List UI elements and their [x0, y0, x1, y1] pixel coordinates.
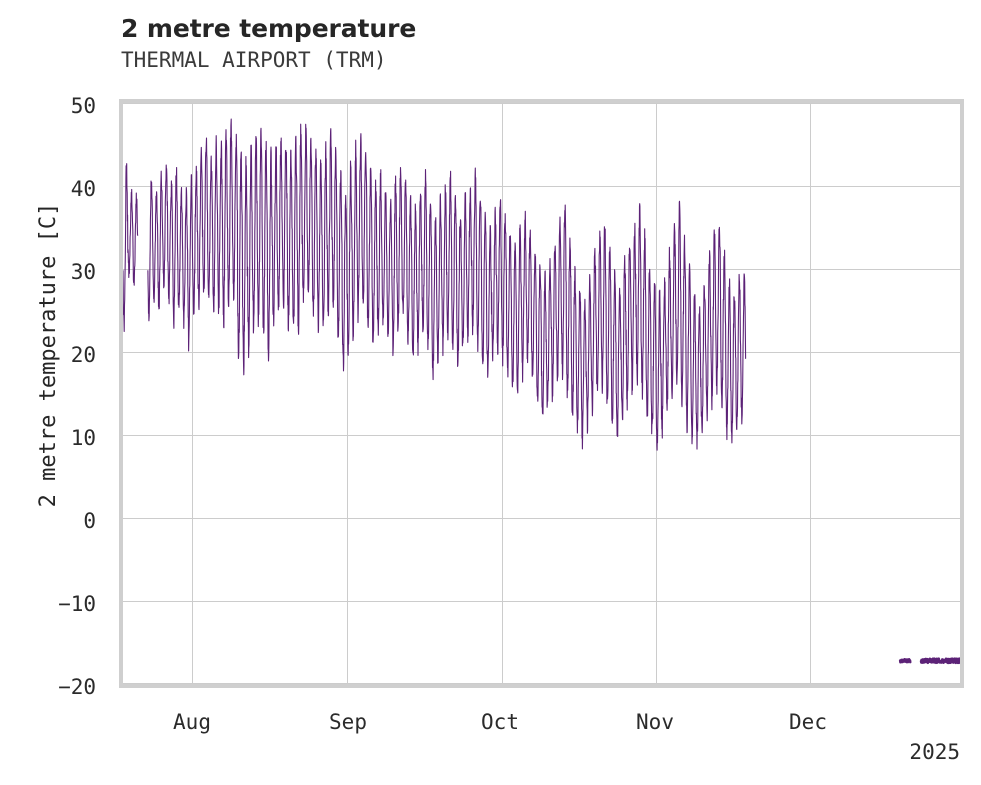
gridline-x-aug [192, 103, 193, 684]
y-tick-label-10: 10 [70, 426, 96, 450]
gridline-y-10 [123, 435, 960, 436]
x-tick-label-sep: Sep [329, 710, 367, 734]
temperature-series [123, 118, 960, 665]
gridline-x-oct [502, 103, 503, 684]
plot-area [119, 99, 964, 688]
chart-subtitle: THERMAL AIRPORT (TRM) [121, 48, 387, 72]
axis-spine-bottom [119, 684, 964, 688]
series-line-2m-temperature [123, 118, 747, 451]
gridline-y-30 [123, 269, 960, 270]
axis-spine-top [119, 99, 964, 103]
gridline-y-40 [123, 186, 960, 187]
y-tick-label-40: 40 [70, 177, 96, 201]
axis-spine-right [960, 99, 964, 688]
y-tick-label-50: 50 [70, 94, 96, 118]
y-tick-label-m20: −20 [58, 675, 96, 699]
gridline-y-m20 [123, 683, 960, 684]
gridline-x-dec [810, 103, 811, 684]
gridline-y-m10 [123, 601, 960, 602]
series-line-outlier-segment [898, 657, 960, 665]
gridline-y-50 [123, 103, 960, 104]
page-title: 2 metre temperature [121, 14, 417, 43]
x-tick-label-oct: Oct [481, 710, 519, 734]
x-tick-label-aug: Aug [173, 710, 211, 734]
y-tick-label-30: 30 [70, 260, 96, 284]
axis-spine-left [119, 99, 123, 688]
title-block: 2 metre temperature THERMAL AIRPORT (TRM… [121, 14, 821, 74]
y-tick-label-0: 0 [83, 509, 96, 533]
y-tick-label-20: 20 [70, 343, 96, 367]
gridline-y-0 [123, 518, 960, 519]
gridline-x-sep [347, 103, 348, 684]
x-tick-label-dec: Dec [789, 710, 827, 734]
x-tick-label-nov: Nov [636, 710, 674, 734]
x-axis-year-label: 2025 [909, 740, 960, 764]
y-tick-label-m10: −10 [58, 592, 96, 616]
